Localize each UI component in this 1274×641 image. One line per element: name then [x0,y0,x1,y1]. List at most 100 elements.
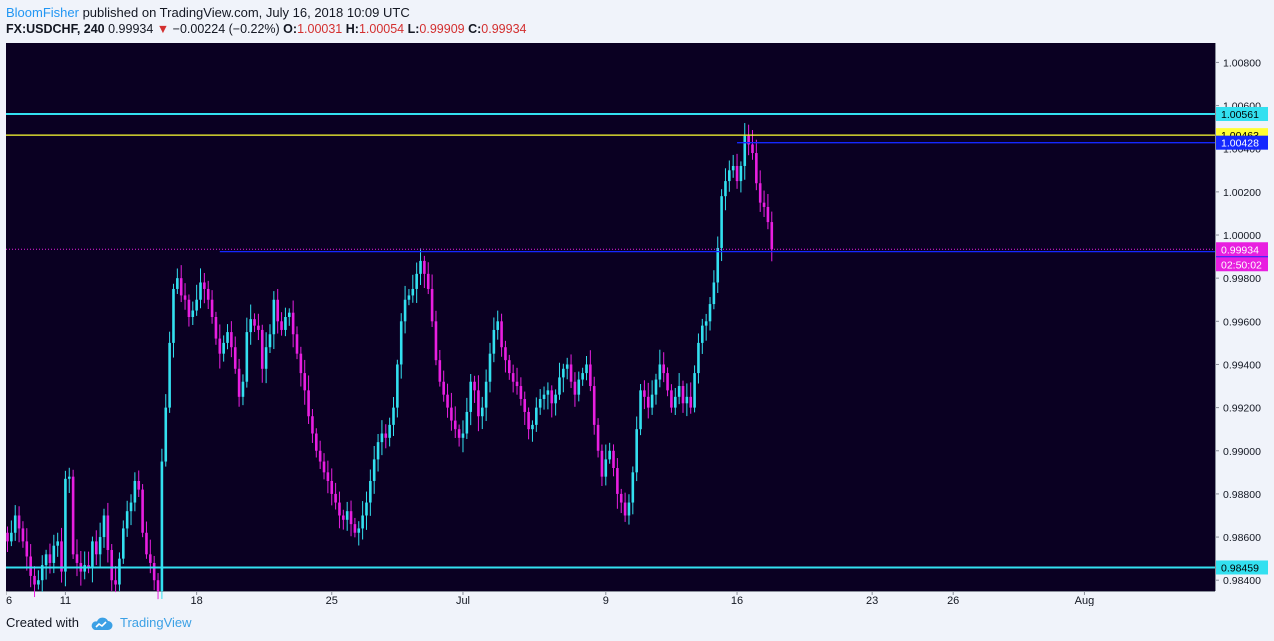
candle-up [546,390,550,395]
candle-up [345,511,349,520]
candle-down [276,299,279,322]
candle-down [573,381,577,395]
candle-down [523,398,527,412]
candle-up [245,332,249,382]
candle-down [662,364,665,374]
candle-down [110,550,114,581]
y-tick-label: 0.99000 [1223,446,1261,458]
high-label: H: [345,22,359,36]
candle-up [685,396,689,404]
horizontal-line-label-tag [1216,135,1268,150]
y-tick-label: 0.98800 [1223,489,1261,501]
candle-down [762,202,766,207]
candle-up [125,511,129,529]
candle-up [403,299,407,322]
candle-up [369,480,372,503]
candle-up [13,515,17,533]
candle-up [372,459,376,481]
candle-up [488,353,492,382]
candle-up [701,325,704,343]
candle-up [176,278,179,289]
candle-up [565,364,569,369]
candle-up [199,282,202,300]
candle-down [770,222,774,250]
open-label: O: [283,22,298,36]
candle-up [357,528,361,533]
down-arrow-icon: ▼ [156,22,170,36]
candle-up [465,411,469,434]
x-tick-label: 23 [866,595,878,606]
chart-area[interactable]: 1.00800 1.00600 1.00400 1.00200 1.00000 0.998… [6,43,1268,606]
candle-down [183,295,187,300]
candle-down [307,390,310,417]
candle-down [735,165,739,182]
candle-up [407,295,411,300]
tradingview-link[interactable]: TradingView [120,615,192,630]
candle-down [187,299,191,317]
candle-up [577,379,581,395]
candle-down [423,260,426,274]
candle-up [531,424,534,430]
candle-up [40,565,44,581]
low-label: L: [407,22,420,36]
candle-up [222,342,225,354]
y-tick-label: 0.99200 [1223,403,1261,415]
candle-down [457,429,461,438]
candle-up [731,165,735,171]
horizontal-line-label-text: 0.98459 [1221,562,1259,574]
candle-down [71,476,75,555]
horizontal-line-label-tag [1216,106,1268,121]
y-tick-label: 0.99400 [1223,359,1261,371]
candle-down [75,554,79,563]
x-tick-label: 26 [947,595,959,606]
author-link[interactable]: BloomFisher [6,5,79,20]
candlestick-chart[interactable]: 1.008001.006001.004001.002001.000000.998… [6,43,1268,606]
candle-up [411,288,415,296]
chart-header: BloomFisher published on TradingView.com… [0,0,1274,42]
candle-down [666,373,669,391]
candle-down [145,532,148,555]
candle-up [365,502,368,516]
high-value: 1.00054 [358,22,405,36]
candle-up [168,342,171,408]
x-tick-label: 25 [326,595,338,606]
candle-down [334,493,337,503]
y-tick-label: 1.00000 [1223,230,1261,242]
y-tick-label: 0.98400 [1223,575,1261,587]
candle-down [152,562,156,581]
candle-up [272,299,276,335]
candle-up [64,478,67,572]
candle-up [704,321,708,326]
candle-down [137,480,141,490]
candle-up [67,476,71,479]
candle-up [739,165,743,182]
candle-up [376,442,380,460]
price-change: −0.00224 (−0.22%) [172,22,280,36]
candle-down [384,433,388,438]
candle-down [179,278,183,296]
candle-down [106,515,110,551]
candle-up [697,342,700,374]
candle-down [260,329,264,369]
horizontal-line-label-tag [1216,560,1268,575]
y-tick-label: 0.99800 [1223,273,1261,285]
candle-down [87,565,90,568]
candle-down [210,299,214,317]
candle-up [635,429,638,473]
candle-up [133,480,137,503]
candle-up [712,282,716,305]
candle-up [608,450,611,460]
candle-down [6,532,9,542]
candle-down [430,288,434,322]
candle-down [156,580,160,591]
candle-up [720,196,723,248]
candle-up [91,541,94,568]
candle-down [751,144,754,154]
candle-up [627,502,631,516]
candle-down [600,450,604,477]
candle-up [673,396,677,408]
x-tick-label: 18 [191,595,203,606]
candle-up [639,390,642,430]
candle-up [677,386,681,397]
candle-down [670,390,673,408]
